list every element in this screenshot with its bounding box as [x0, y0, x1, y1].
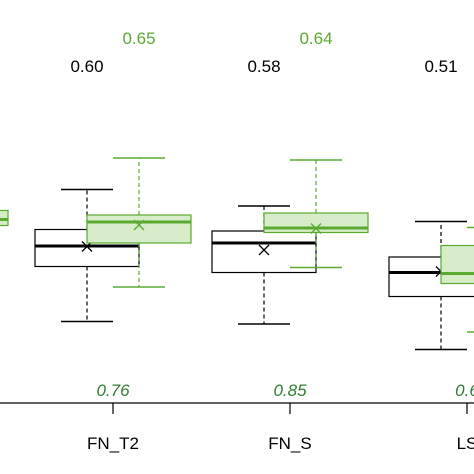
- green-box: [86, 214, 192, 244]
- green-series-label: 0.64: [299, 29, 332, 48]
- green-mean-marker: [133, 219, 145, 231]
- x-tick-label: FN_S: [268, 434, 311, 453]
- bottom-value-label: 0.85: [273, 381, 307, 400]
- bottom-value-label: 0.6: [455, 381, 474, 400]
- black-series-label: 0.60: [70, 57, 103, 76]
- green-box: [263, 212, 369, 234]
- bottom-value-label: 0.76: [96, 381, 130, 400]
- black-mean-marker: [258, 244, 270, 256]
- black-series-label: 0.58: [247, 57, 280, 76]
- black-series-label: 0.51: [424, 57, 457, 76]
- green-mean-marker: [310, 223, 322, 234]
- green-box: [440, 244, 474, 285]
- black-box: [211, 230, 317, 274]
- x-tick-label: FN_T2: [87, 434, 139, 453]
- green-series-label: 0.65: [122, 29, 155, 48]
- x-tick-label: LS: [457, 434, 474, 453]
